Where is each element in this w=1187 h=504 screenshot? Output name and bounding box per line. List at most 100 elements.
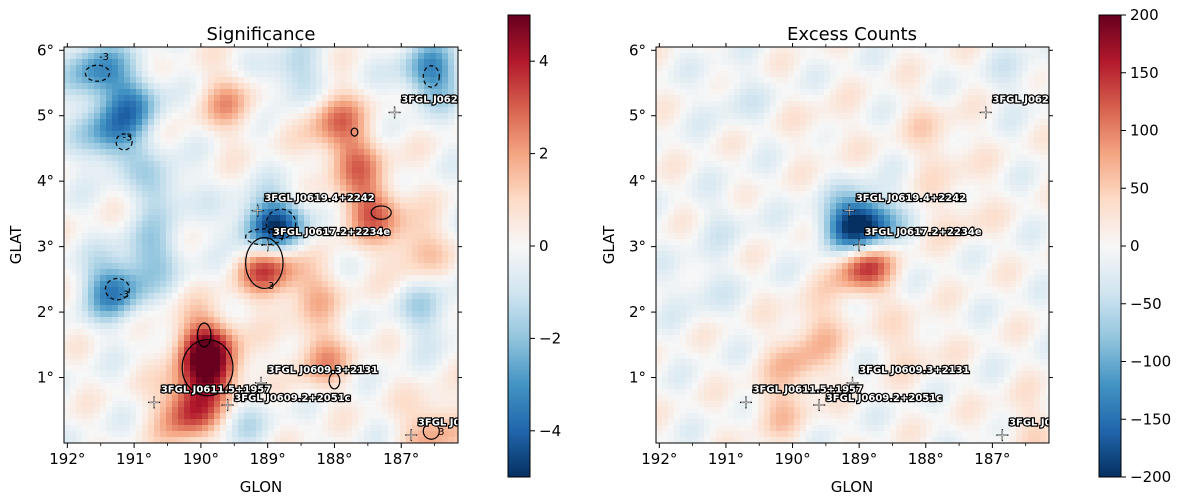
heatmap-cell bbox=[770, 89, 777, 96]
heatmap-cell bbox=[316, 371, 323, 378]
heatmap-cell bbox=[214, 419, 221, 426]
heatmap-cell bbox=[400, 371, 407, 378]
heatmap-cell bbox=[286, 269, 293, 276]
heatmap-cell bbox=[262, 359, 269, 366]
heatmap-cell bbox=[370, 335, 377, 342]
heatmap-cell bbox=[268, 239, 275, 246]
heatmap-cell bbox=[226, 71, 233, 78]
heatmap-cell bbox=[172, 125, 179, 132]
heatmap-cell bbox=[166, 149, 173, 156]
heatmap-cell bbox=[172, 191, 179, 198]
heatmap-cell bbox=[866, 53, 873, 60]
heatmap-cell bbox=[124, 209, 131, 216]
heatmap-cell bbox=[728, 65, 735, 72]
heatmap-cell bbox=[454, 167, 458, 174]
heatmap-cell bbox=[370, 113, 377, 120]
heatmap-cell bbox=[232, 401, 239, 408]
heatmap-cell bbox=[376, 71, 383, 78]
heatmap-cell bbox=[412, 95, 419, 102]
heatmap-cell bbox=[938, 65, 945, 72]
heatmap-cell bbox=[268, 137, 275, 144]
positive-contour bbox=[350, 127, 359, 137]
heatmap-cell bbox=[184, 383, 191, 390]
heatmap-cell bbox=[112, 227, 119, 234]
heatmap-cell bbox=[1022, 53, 1029, 60]
heatmap-cell bbox=[64, 101, 71, 108]
heatmap-cell bbox=[262, 155, 269, 162]
heatmap-cell bbox=[256, 431, 263, 438]
heatmap-cell bbox=[454, 275, 458, 282]
heatmap-cell bbox=[998, 47, 1005, 54]
heatmap-cell bbox=[262, 353, 269, 360]
heatmap-cell bbox=[322, 251, 329, 258]
heatmap-cell bbox=[70, 329, 77, 336]
heatmap-cell bbox=[88, 119, 95, 126]
heatmap-cell bbox=[908, 77, 915, 84]
heatmap-cell bbox=[184, 329, 191, 336]
heatmap-cell bbox=[334, 113, 341, 120]
heatmap-cell bbox=[656, 53, 663, 60]
heatmap-cell bbox=[154, 287, 161, 294]
heatmap-cell bbox=[250, 311, 257, 318]
heatmap-cell bbox=[190, 59, 197, 66]
heatmap-cell bbox=[968, 59, 975, 66]
heatmap-cell bbox=[64, 365, 71, 372]
heatmap-cell bbox=[322, 71, 329, 78]
heatmap-cell bbox=[142, 383, 149, 390]
heatmap-cell bbox=[196, 437, 203, 443]
heatmap-cell bbox=[442, 377, 449, 384]
heatmap-cell bbox=[340, 137, 347, 144]
heatmap-cell bbox=[76, 83, 83, 90]
heatmap-cell bbox=[292, 245, 299, 252]
heatmap-cell bbox=[256, 377, 263, 384]
heatmap-cell bbox=[400, 83, 407, 90]
heatmap-cell bbox=[64, 161, 71, 168]
heatmap-cell bbox=[400, 377, 407, 384]
heatmap-cell bbox=[292, 401, 299, 408]
heatmap-cell bbox=[232, 95, 239, 102]
negative-contour bbox=[115, 133, 133, 151]
heatmap-cell bbox=[292, 89, 299, 96]
heatmap-cell bbox=[136, 257, 143, 264]
heatmap-cell bbox=[448, 353, 455, 360]
heatmap-cell bbox=[418, 77, 425, 84]
heatmap-cell bbox=[686, 47, 693, 54]
heatmap-cell bbox=[412, 89, 419, 96]
heatmap-cell bbox=[854, 53, 861, 60]
heatmap-cell bbox=[130, 65, 137, 72]
heatmap-cell bbox=[118, 179, 125, 186]
heatmap-cell bbox=[334, 47, 341, 54]
heatmap-cell bbox=[88, 395, 95, 402]
heatmap-cell bbox=[352, 173, 359, 180]
heatmap-cell bbox=[358, 371, 365, 378]
heatmap-cell bbox=[136, 263, 143, 270]
heatmap-cell bbox=[226, 383, 233, 390]
heatmap-cell bbox=[286, 323, 293, 330]
heatmap-cell bbox=[298, 281, 305, 288]
heatmap-cell bbox=[406, 191, 413, 198]
heatmap-cell bbox=[94, 245, 101, 252]
heatmap-cell bbox=[184, 239, 191, 246]
heatmap-cell bbox=[136, 353, 143, 360]
heatmap-cell bbox=[142, 221, 149, 228]
heatmap-cell bbox=[100, 275, 107, 282]
heatmap-cell bbox=[292, 95, 299, 102]
heatmap-cell bbox=[124, 149, 131, 156]
heatmap-cell bbox=[178, 101, 185, 108]
heatmap-cell bbox=[298, 335, 305, 342]
heatmap-cell bbox=[82, 107, 89, 114]
heatmap-cell bbox=[106, 311, 113, 318]
heatmap-cell bbox=[196, 293, 203, 300]
heatmap-cell bbox=[824, 77, 831, 84]
heatmap-cell bbox=[448, 77, 455, 84]
heatmap-cell bbox=[424, 173, 431, 180]
heatmap-cell bbox=[280, 389, 287, 396]
heatmap-cell bbox=[454, 287, 458, 294]
heatmap-cell bbox=[334, 191, 341, 198]
heatmap-cell bbox=[286, 389, 293, 396]
heatmap-cell bbox=[124, 419, 131, 426]
heatmap-cell bbox=[268, 293, 275, 300]
heatmap-cell bbox=[64, 263, 71, 270]
heatmap-cell bbox=[280, 59, 287, 66]
heatmap-cell bbox=[370, 233, 377, 240]
